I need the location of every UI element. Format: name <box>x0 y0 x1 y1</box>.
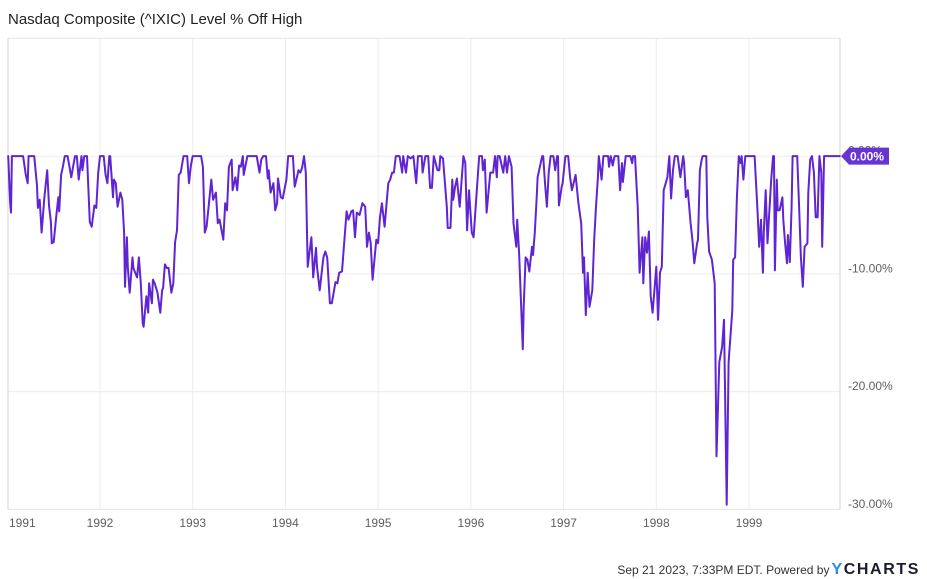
ycharts-logo-text: CHARTS <box>843 561 920 578</box>
x-tick-label: 1992 <box>87 516 114 530</box>
x-tick-label: 1995 <box>365 516 392 530</box>
y-axis-labels: 0.00% -10.00% -20.00% -30.00% <box>848 144 893 511</box>
ycharts-logo[interactable]: YCHARTS <box>831 561 920 579</box>
ycharts-logo-y: Y <box>831 561 844 578</box>
y-tick-label: -30.00% <box>848 497 893 511</box>
x-tick-label: 1991 <box>9 516 36 530</box>
x-tick-label: 1993 <box>179 516 206 530</box>
last-value-badge: 0.00% <box>841 147 889 165</box>
gridlines <box>8 38 840 510</box>
series-line <box>7 155 841 506</box>
chart-title: Nasdaq Composite (^IXIC) Level % Off Hig… <box>8 11 303 28</box>
x-axis-labels: 1991 1992 1993 1994 1995 1996 1997 1998 1999 <box>9 516 763 530</box>
y-tick-label: -10.00% <box>848 261 893 275</box>
x-tick-label: 1997 <box>550 516 577 530</box>
timestamp-powered-by: Sep 21 2023, 7:33PM EDT. Powered by <box>617 563 830 577</box>
x-tick-label: 1998 <box>643 516 670 530</box>
chart-footer: Sep 21 2023, 7:33PM EDT. Powered by YCHA… <box>617 561 920 579</box>
last-value-label: 0.00% <box>850 149 884 163</box>
last-value-badge-shape <box>841 147 889 165</box>
x-tick-label: 1996 <box>458 516 485 530</box>
x-tick-label: 1994 <box>272 516 299 530</box>
x-tick-label: 1999 <box>736 516 763 530</box>
y-tick-label: -20.00% <box>848 379 893 393</box>
